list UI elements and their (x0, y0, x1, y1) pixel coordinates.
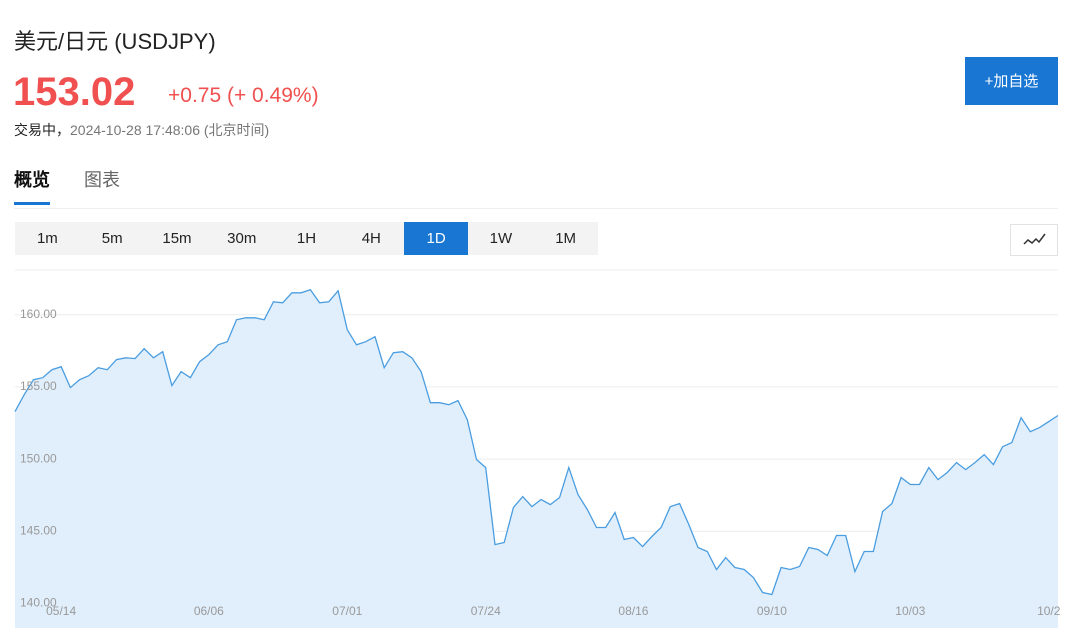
x-tick-label: 06/06 (194, 604, 224, 618)
y-tick-label: 150.00 (20, 451, 57, 465)
y-tick-label: 155.00 (20, 379, 57, 393)
tab[interactable]: 图表 (84, 170, 120, 190)
price: 153.02 (13, 70, 136, 114)
x-tick-label: 10/03 (895, 604, 925, 618)
y-tick-label: 140.00 (20, 596, 57, 610)
trading-status: 交易中， (14, 122, 70, 138)
icon-line (1023, 233, 1046, 245)
x-tick-label: 07/01 (332, 604, 362, 618)
x-tick-label: 09/10 (757, 604, 787, 618)
period-button[interactable]: 1D (403, 222, 469, 255)
title: 美元/日元 (USDJPY) (14, 29, 216, 54)
area-fill (15, 289, 1058, 628)
x-tick-label: 05/14 (46, 604, 76, 618)
timestamp: 2024-10-28 17:48:06 (北京时间) (70, 122, 270, 138)
period-button[interactable]: 30m (227, 230, 257, 247)
period-button[interactable]: 1W (489, 230, 513, 247)
add-watchlist-button[interactable]: +加自选 (965, 57, 1058, 105)
period-button[interactable]: 4H (361, 230, 381, 247)
x-tick-label: 08/16 (618, 604, 648, 618)
tabs: 概览 图表 (14, 166, 1058, 209)
x-tick-label: 10/2 (1037, 604, 1061, 618)
line-chart-icon (1023, 233, 1046, 245)
period-button[interactable]: 1M (555, 230, 577, 247)
y-tick-label: 145.00 (20, 523, 57, 537)
chart-type-button[interactable] (1010, 224, 1058, 256)
period-selector: 1m 5m 15m 30m 1H 4H 1D 1W 1M (15, 222, 598, 255)
period-button[interactable]: 15m (162, 230, 192, 247)
x-tick-label: 07/24 (471, 604, 501, 618)
price-line (14, 289, 1059, 596)
period-button[interactable]: 1m (36, 230, 58, 247)
price-change: +0.75 (+ 0.49%) (168, 84, 319, 107)
tab[interactable]: 概览 (14, 166, 50, 205)
y-tick-label: 160.00 (20, 307, 57, 321)
period-button[interactable]: 5m (101, 230, 123, 247)
period-button[interactable]: 1H (296, 230, 317, 247)
status-line: 交易中，2024-10-28 17:48:06 (北京时间) (14, 120, 269, 140)
